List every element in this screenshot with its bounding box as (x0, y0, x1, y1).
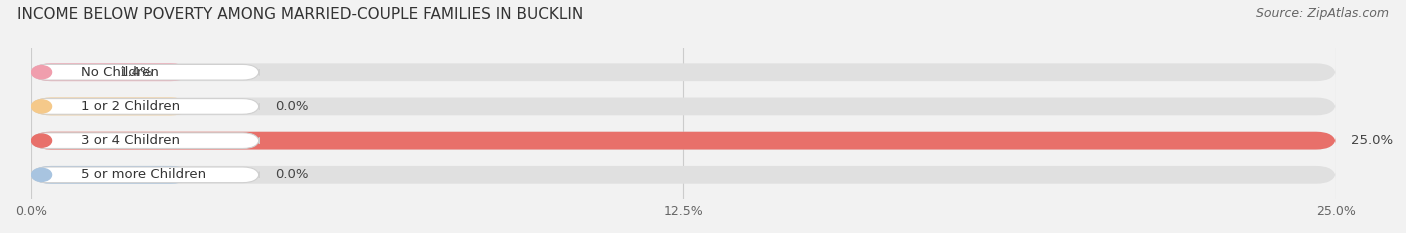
FancyBboxPatch shape (31, 64, 259, 80)
Circle shape (31, 100, 52, 113)
FancyBboxPatch shape (31, 99, 259, 114)
FancyBboxPatch shape (31, 166, 1336, 184)
Circle shape (31, 134, 52, 147)
FancyBboxPatch shape (31, 98, 191, 115)
Circle shape (31, 168, 52, 182)
Text: 1.4%: 1.4% (120, 66, 153, 79)
Text: 0.0%: 0.0% (276, 100, 308, 113)
Circle shape (31, 66, 52, 79)
FancyBboxPatch shape (31, 166, 191, 184)
Text: 1 or 2 Children: 1 or 2 Children (82, 100, 180, 113)
FancyBboxPatch shape (31, 63, 191, 81)
Text: 25.0%: 25.0% (1351, 134, 1393, 147)
Text: 0.0%: 0.0% (276, 168, 308, 181)
FancyBboxPatch shape (31, 167, 259, 183)
Text: Source: ZipAtlas.com: Source: ZipAtlas.com (1256, 7, 1389, 20)
FancyBboxPatch shape (31, 132, 1336, 150)
FancyBboxPatch shape (31, 133, 259, 148)
Text: INCOME BELOW POVERTY AMONG MARRIED-COUPLE FAMILIES IN BUCKLIN: INCOME BELOW POVERTY AMONG MARRIED-COUPL… (17, 7, 583, 22)
FancyBboxPatch shape (31, 98, 1336, 115)
FancyBboxPatch shape (31, 132, 1336, 150)
Text: 3 or 4 Children: 3 or 4 Children (82, 134, 180, 147)
FancyBboxPatch shape (31, 63, 1336, 81)
Text: 5 or more Children: 5 or more Children (82, 168, 207, 181)
Text: No Children: No Children (82, 66, 159, 79)
